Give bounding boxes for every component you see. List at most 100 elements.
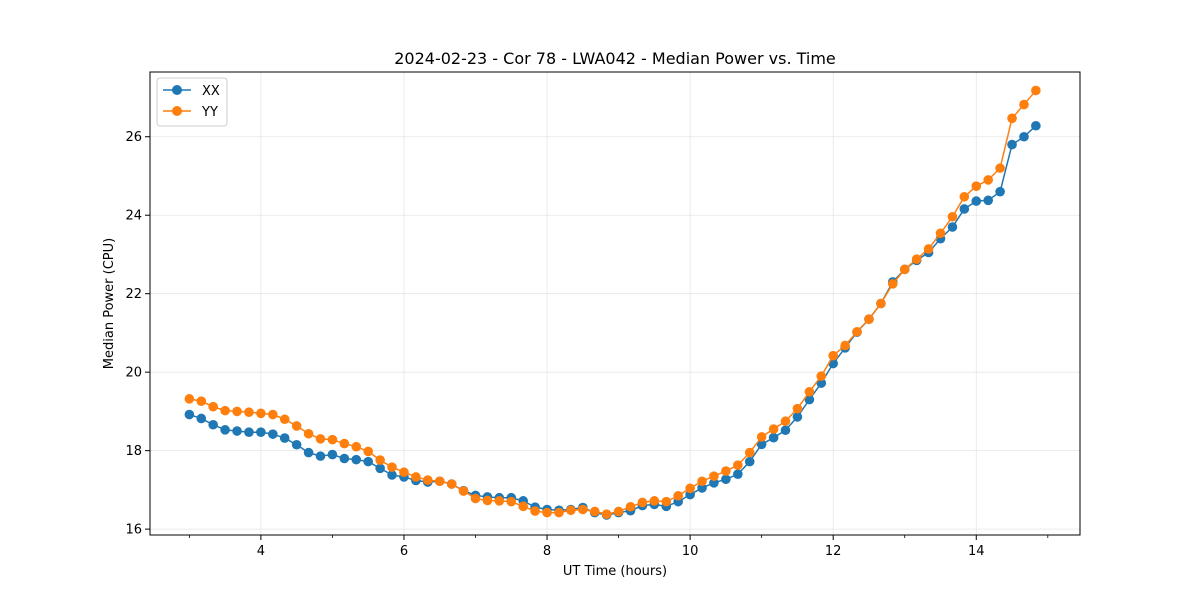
- legend-label-yy: YY: [201, 105, 218, 120]
- series-yy: [184, 85, 1041, 519]
- legend-marker-yy: [172, 106, 182, 116]
- data-point-xx: [387, 470, 397, 480]
- data-point-xx: [983, 195, 994, 206]
- data-point-xx: [995, 186, 1005, 197]
- data-point-yy: [518, 501, 529, 512]
- data-point-yy: [637, 497, 648, 508]
- data-point-yy: [458, 486, 469, 496]
- data-point-yy: [613, 506, 624, 517]
- data-point-yy: [339, 438, 350, 449]
- data-point-yy: [434, 476, 445, 487]
- data-point-xx: [697, 483, 707, 493]
- data-point-yy: [697, 476, 707, 487]
- data-point-yy: [363, 446, 373, 457]
- x-tick-label: 12: [825, 544, 842, 559]
- data-point-xx: [947, 222, 958, 232]
- data-point-yy: [816, 371, 827, 381]
- y-tick-label: 16: [125, 523, 142, 538]
- data-point-yy: [446, 479, 457, 489]
- data-point-yy: [554, 507, 564, 518]
- data-point-yy: [327, 434, 338, 445]
- data-point-xx: [256, 427, 266, 438]
- data-point-xx: [232, 426, 242, 436]
- chart-title: 2024-02-23 - Cor 78 - LWA042 - Median Po…: [394, 49, 836, 68]
- x-tick-label: 14: [968, 544, 985, 559]
- data-point-yy: [887, 279, 898, 289]
- data-point-yy: [184, 394, 195, 404]
- plot-frame: [149, 71, 1081, 536]
- y-tick-label: 24: [125, 209, 142, 224]
- legend-label-xx: XX: [202, 84, 220, 99]
- data-point-xx: [733, 469, 743, 479]
- data-point-xx: [792, 412, 803, 422]
- data-point-yy: [601, 509, 612, 519]
- data-point-yy: [279, 414, 290, 425]
- data-point-yy: [399, 467, 409, 478]
- data-point-yy: [923, 244, 934, 254]
- data-point-xx: [279, 433, 290, 443]
- data-point-xx: [303, 447, 314, 458]
- data-point-yy: [542, 507, 552, 518]
- data-point-yy: [685, 483, 695, 494]
- data-point-yy: [995, 163, 1005, 173]
- y-tick-label: 26: [125, 130, 142, 145]
- data-point-yy: [983, 175, 994, 185]
- data-point-xx: [196, 413, 207, 424]
- data-point-xx: [184, 409, 195, 420]
- data-point-yy: [792, 403, 803, 414]
- data-point-yy: [935, 228, 946, 239]
- data-point-yy: [1031, 85, 1041, 96]
- data-point-yy: [291, 421, 302, 431]
- y-axis-label: Median Power (CPU): [102, 238, 117, 369]
- data-point-xx: [1031, 120, 1041, 131]
- data-point-yy: [625, 501, 636, 512]
- data-point-yy: [482, 495, 493, 506]
- data-point-yy: [303, 428, 314, 439]
- data-point-yy: [661, 496, 672, 507]
- data-point-xx: [768, 432, 779, 443]
- data-point-yy: [1007, 113, 1017, 124]
- data-point-yy: [470, 493, 481, 504]
- data-point-yy: [387, 462, 397, 472]
- data-point-xx: [744, 456, 755, 467]
- data-point-yy: [422, 475, 433, 485]
- data-point-xx: [339, 453, 350, 464]
- data-point-xx: [971, 196, 982, 206]
- data-point-xx: [208, 419, 218, 430]
- data-point-yy: [196, 396, 207, 407]
- data-point-yy: [566, 505, 576, 516]
- data-point-yy: [852, 326, 862, 337]
- data-point-xx: [756, 439, 767, 450]
- data-point-yy: [959, 191, 970, 202]
- data-point-yy: [494, 496, 505, 506]
- data-point-yy: [315, 434, 326, 444]
- data-point-yy: [256, 408, 266, 419]
- data-point-xx: [1019, 131, 1029, 142]
- data-point-yy: [899, 264, 910, 275]
- x-tick-label: 8: [543, 544, 551, 559]
- data-point-yy: [876, 298, 886, 309]
- data-point-yy: [804, 386, 815, 397]
- data-point-yy: [649, 496, 660, 506]
- y-tick-label: 22: [125, 287, 142, 302]
- data-point-xx: [220, 425, 230, 435]
- data-point-xx: [959, 204, 970, 214]
- y-axis: 16 18 20 22 24 26: [125, 130, 150, 538]
- x-tick-label: 10: [682, 544, 699, 559]
- data-point-yy: [709, 471, 719, 481]
- data-point-yy: [673, 490, 683, 501]
- data-point-xx: [375, 463, 385, 474]
- legend-marker-xx: [172, 85, 182, 95]
- data-point-yy: [756, 432, 767, 442]
- data-point-yy: [208, 401, 218, 412]
- data-point-yy: [411, 472, 421, 482]
- data-point-yy: [351, 441, 362, 452]
- data-point-yy: [1019, 99, 1029, 110]
- data-point-yy: [268, 409, 278, 420]
- y-tick-label: 20: [125, 366, 142, 381]
- x-tick-label: 4: [257, 544, 265, 559]
- data-point-yy: [589, 506, 600, 517]
- data-point-xx: [327, 449, 338, 460]
- data-point-yy: [971, 181, 982, 191]
- data-point-yy: [375, 455, 385, 465]
